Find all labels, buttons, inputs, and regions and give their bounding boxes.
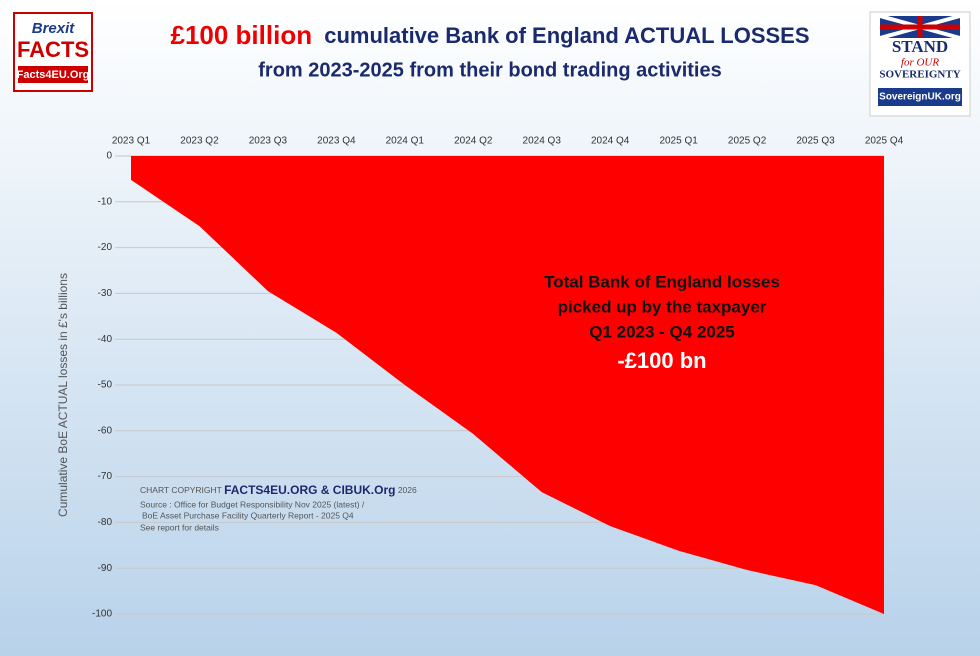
y-tick-label: -20 xyxy=(98,242,113,253)
source-note: See report for details xyxy=(140,522,219,532)
logo-text: for OUR xyxy=(901,57,939,69)
x-tick-label: 2025 Q3 xyxy=(796,136,835,147)
y-tick-label: -70 xyxy=(98,471,113,482)
x-tick-label: 2023 Q1 xyxy=(112,136,151,147)
source-line: Source : Office for Budget Responsibilit… xyxy=(140,499,365,509)
logo-text: Brexit xyxy=(32,20,76,37)
copyright-line: CHART COPYRIGHT FACTS4EU.ORG & CIBUK.Org… xyxy=(140,483,417,497)
x-tick-label: 2024 Q3 xyxy=(523,136,562,147)
x-tick-label: 2025 Q4 xyxy=(865,136,904,147)
copyright: CHART COPYRIGHT FACTS4EU.ORG & CIBUK.Org… xyxy=(140,483,417,532)
annotation-line: Total Bank of England losses xyxy=(544,272,780,291)
chart-title: £100 billion cumulative Bank of England … xyxy=(170,20,809,50)
x-tick-label: 2025 Q1 xyxy=(659,136,698,147)
x-tick-label: 2024 Q4 xyxy=(591,136,630,147)
chart-subtitle: from 2023-2025 from their bond trading a… xyxy=(258,59,721,81)
y-tick-label: -30 xyxy=(98,288,113,299)
logo-band xyxy=(18,66,88,83)
y-tick-label: -50 xyxy=(98,380,113,391)
y-tick-label: -100 xyxy=(92,609,112,620)
annotation-line: picked up by the taxpayer xyxy=(558,297,767,316)
x-tick-label: 2024 Q2 xyxy=(454,136,493,147)
y-tick-label: -60 xyxy=(98,425,113,436)
y-tick-label: -10 xyxy=(98,196,113,207)
copyright-brand: FACTS4EU.ORG & CIBUK.Org xyxy=(224,483,395,497)
title-highlight: £100 billion xyxy=(170,20,312,50)
y-tick-label: -80 xyxy=(98,517,113,528)
logo-text: SOVEREIGNTY xyxy=(879,69,960,81)
logo-text: Facts4EU.Org xyxy=(17,69,90,81)
x-tick-label: 2023 Q4 xyxy=(317,136,356,147)
copyright-year: 2026 xyxy=(398,485,417,495)
y-tick-label: 0 xyxy=(106,151,112,162)
logo-band xyxy=(878,88,962,106)
copyright-prefix: CHART COPYRIGHT xyxy=(140,485,222,495)
annotation: Total Bank of England losses picked up b… xyxy=(544,272,780,372)
logo-text: FACTS xyxy=(17,37,89,62)
x-tick-label: 2023 Q2 xyxy=(180,136,219,147)
logo-text: SovereignUK.org xyxy=(879,92,961,103)
x-tick-label: 2025 Q2 xyxy=(728,136,767,147)
x-tick-label: 2024 Q1 xyxy=(386,136,425,147)
source-line: BoE Asset Purchase Facility Quarterly Re… xyxy=(142,510,354,520)
y-axis-label: Cumulative BoE ACTUAL losses in £'s bill… xyxy=(56,273,70,517)
flag-cross xyxy=(880,16,960,38)
x-tick-label: 2023 Q3 xyxy=(249,136,288,147)
y-tick-label: -40 xyxy=(98,334,113,345)
title-text: cumulative Bank of England ACTUAL LOSSES xyxy=(324,23,809,48)
logo-text: STAND xyxy=(892,37,948,56)
area xyxy=(131,156,884,614)
annotation-line: Q1 2023 - Q4 2025 xyxy=(589,322,735,341)
y-tick-label: -90 xyxy=(98,563,113,574)
logo-right: STAND for OUR SOVEREIGNTY SovereignUK.or… xyxy=(869,11,971,117)
annotation-total: -£100 bn xyxy=(617,348,706,373)
logo-left: Brexit FACTS Facts4EU.Org xyxy=(13,12,93,92)
